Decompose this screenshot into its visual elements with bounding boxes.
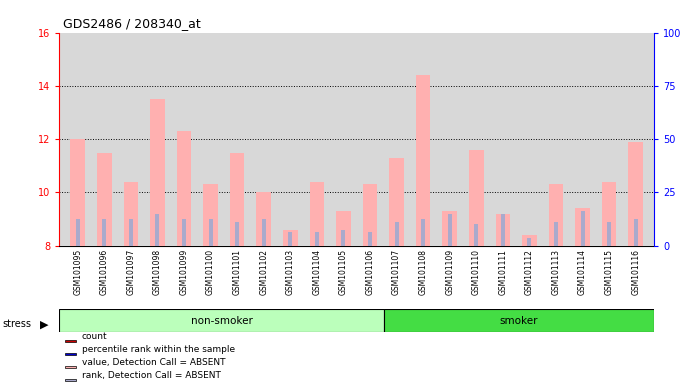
Bar — [548, 184, 563, 246]
Text: percentile rank within the sample: percentile rank within the sample — [81, 345, 235, 354]
Text: GSM101105: GSM101105 — [339, 249, 348, 295]
Bar — [607, 222, 611, 246]
Bar — [443, 211, 457, 246]
Bar — [182, 219, 186, 246]
Bar — [395, 222, 399, 246]
Bar — [383, 309, 654, 332]
Bar — [628, 142, 643, 246]
Text: stress: stress — [2, 319, 31, 329]
Text: GSM101107: GSM101107 — [392, 249, 401, 295]
Bar — [262, 219, 266, 246]
Text: smoker: smoker — [500, 316, 538, 326]
Bar — [256, 192, 271, 246]
Text: GSM101108: GSM101108 — [418, 249, 427, 295]
Bar — [209, 219, 212, 246]
Bar — [368, 232, 372, 246]
Bar — [65, 366, 76, 368]
Text: ▶: ▶ — [40, 319, 49, 329]
Bar — [633, 219, 638, 246]
Bar — [474, 224, 478, 246]
Bar — [59, 309, 383, 332]
Text: GSM101109: GSM101109 — [445, 249, 454, 295]
Text: GSM101097: GSM101097 — [127, 249, 136, 295]
Bar — [554, 222, 558, 246]
Text: GSM101099: GSM101099 — [180, 249, 189, 295]
Bar — [288, 232, 292, 246]
Bar — [283, 230, 298, 246]
Bar — [421, 219, 425, 246]
Bar — [129, 219, 133, 246]
Text: non-smoker: non-smoker — [191, 316, 253, 326]
Bar — [203, 184, 218, 246]
Text: GSM101110: GSM101110 — [472, 249, 481, 295]
Bar — [416, 75, 430, 246]
Text: GSM101111: GSM101111 — [498, 249, 507, 295]
Bar — [469, 150, 484, 246]
Bar — [602, 182, 617, 246]
Text: GSM101096: GSM101096 — [100, 249, 109, 295]
Bar — [389, 158, 404, 246]
Bar — [155, 214, 159, 246]
Bar — [342, 230, 345, 246]
Bar — [501, 214, 505, 246]
Text: value, Detection Call = ABSENT: value, Detection Call = ABSENT — [81, 358, 226, 367]
Bar — [580, 211, 585, 246]
Bar — [235, 222, 239, 246]
Bar — [65, 379, 76, 381]
Text: GSM101098: GSM101098 — [153, 249, 162, 295]
Text: GSM101112: GSM101112 — [525, 249, 534, 295]
Bar — [124, 182, 139, 246]
Text: rank, Detection Call = ABSENT: rank, Detection Call = ABSENT — [81, 371, 221, 380]
Bar — [310, 182, 324, 246]
Text: GSM101102: GSM101102 — [259, 249, 268, 295]
Text: GSM101104: GSM101104 — [313, 249, 322, 295]
Bar — [496, 214, 510, 246]
Text: GSM101100: GSM101100 — [206, 249, 215, 295]
Text: GSM101115: GSM101115 — [605, 249, 614, 295]
Bar — [97, 152, 111, 246]
Bar — [76, 219, 80, 246]
Text: GSM101106: GSM101106 — [365, 249, 374, 295]
Text: GDS2486 / 208340_at: GDS2486 / 208340_at — [63, 17, 200, 30]
Text: GSM101114: GSM101114 — [578, 249, 587, 295]
Bar — [177, 131, 191, 246]
Bar — [522, 235, 537, 246]
Bar — [528, 238, 531, 246]
Bar — [363, 184, 377, 246]
Bar — [65, 340, 76, 342]
Bar — [336, 211, 351, 246]
Bar — [315, 232, 319, 246]
Bar — [65, 353, 76, 355]
Text: GSM101113: GSM101113 — [551, 249, 560, 295]
Text: GSM101103: GSM101103 — [286, 249, 295, 295]
Bar — [150, 99, 165, 246]
Text: GSM101095: GSM101095 — [73, 249, 82, 295]
Text: GSM101116: GSM101116 — [631, 249, 640, 295]
Bar — [575, 209, 590, 246]
Bar — [70, 139, 85, 246]
Bar — [448, 214, 452, 246]
Bar — [230, 152, 244, 246]
Text: GSM101101: GSM101101 — [232, 249, 242, 295]
Text: count: count — [81, 332, 107, 341]
Bar — [102, 219, 106, 246]
